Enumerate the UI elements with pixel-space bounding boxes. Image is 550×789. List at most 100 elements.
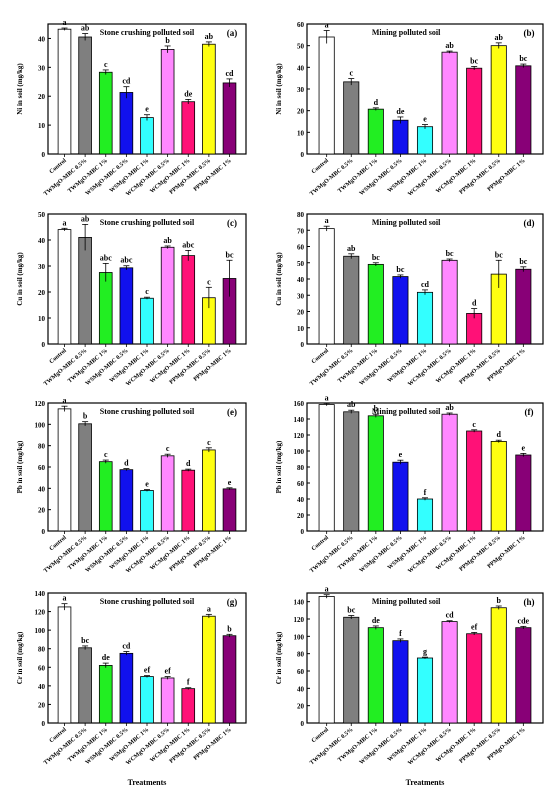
y-axis-label: Ni in soil (mg/kg) [275,63,283,115]
significance-letter: c [349,69,353,78]
chart-panel-c: 0 10 20 30 40 50 Stone crushing polluted soil (… [16,211,247,388]
significance-letter: d [186,459,191,468]
x-tick-label: WCMgO-MBC 0.5% [407,727,453,767]
y-tick-label: 60 [297,244,305,252]
significance-letter: d [124,459,129,468]
significance-letter: ab [347,400,356,409]
y-tick-label: 40 [38,35,46,43]
significance-letter: a [325,393,329,402]
bar [343,616,360,724]
x-tick-label: PPMgO-MBC 0.5% [459,727,502,765]
significance-letter: bc [519,54,527,63]
y-tick-label: 40 [38,485,46,493]
bar [119,469,134,532]
bar [57,408,72,532]
y-tick-label: 100 [35,627,46,635]
significance-letter: e [399,450,403,459]
bar [441,621,458,724]
bar [416,291,434,345]
significance-letter: ef [165,667,172,676]
y-tick-label: 120 [294,616,305,624]
significance-letter: d [374,98,379,107]
bar [490,607,507,724]
x-tick-label: WCMgO-MBC 0.5% [407,158,453,198]
significance-letter: ab [495,33,504,42]
significance-letter: a [63,18,67,27]
y-tick-label: 120 [35,400,46,408]
significance-letter: e [522,443,526,452]
significance-letter: ab [163,236,172,245]
significance-letter: bc [470,56,478,65]
panel-label: (f) [525,407,534,417]
x-tick-label: PPMgO-MBC 0.5% [459,348,502,386]
bar [181,688,196,724]
bar [57,606,72,724]
y-tick-label: 160 [294,400,305,408]
y-tick-label: 120 [294,432,305,440]
y-tick-label: 50 [297,43,305,51]
significance-letter: e [145,480,149,489]
bar [181,255,196,345]
y-tick-label: 0 [42,151,46,159]
bar [202,43,216,155]
y-tick-label: 40 [38,237,46,245]
chart-panel-a: 0 10 20 30 40 Stone crushing polluted soil (a)… [16,18,247,198]
x-tick-label: WCMgO-MBC 0.5% [407,348,453,388]
significance-letter: g [423,647,427,656]
x-tick-label: Control [311,348,330,366]
significance-letter: f [399,629,402,638]
y-tick-label: 80 [38,443,46,451]
y-tick-label: 60 [297,480,305,488]
significance-letter: c [104,450,108,459]
bar [318,596,335,724]
significance-letter: ab [347,244,356,253]
x-tick-label: Control [49,158,68,176]
significance-letter: de [372,616,380,625]
significance-letter: a [325,585,329,594]
significance-letter: f [187,678,190,687]
bar [119,267,134,345]
significance-letter: c [207,277,211,286]
x-tick-label: PPMgO-MBC 0.5% [459,535,502,573]
bar [318,228,335,345]
significance-letter: abc [100,253,112,262]
y-tick-label: 0 [301,528,305,536]
significance-letter: b [374,404,379,413]
y-tick-label: 80 [297,651,305,659]
bar [140,490,154,532]
significance-letter: bc [347,606,355,615]
y-tick-label: 40 [297,685,305,693]
chart-title: Mining polluted soil [372,28,441,37]
y-axis-label: Ni in soil (mg/kg) [16,63,24,115]
y-tick-label: 40 [297,64,305,72]
y-tick-label: 100 [294,633,305,641]
y-tick-label: 20 [297,512,305,520]
bar [318,404,335,532]
significance-letter: ab [205,32,214,41]
chart-title: Stone crushing polluted soil [100,28,195,37]
x-tick-label: TWMgO-MBC 0.5% [309,727,354,767]
y-tick-label: 40 [297,496,305,504]
y-tick-label: 100 [35,421,46,429]
y-axis-label: Cr in soil (mg/kg) [275,631,283,684]
y-tick-label: 0 [42,720,46,728]
bar [367,415,384,532]
y-tick-label: 10 [297,129,305,137]
x-axis-label: Treatments [406,778,445,787]
significance-letter: de [184,89,192,98]
significance-letter: b [83,412,88,421]
y-tick-label: 20 [38,507,46,515]
y-tick-label: 40 [297,276,305,284]
bar [441,51,458,155]
y-tick-label: 20 [297,309,305,317]
bar [343,81,360,155]
significance-letter: a [325,21,329,30]
panel-label: (b) [524,28,535,38]
y-tick-label: 50 [297,260,305,268]
chart-title: Mining polluted soil [372,218,441,227]
y-tick-label: 10 [38,315,46,323]
x-tick-label: Control [49,535,68,553]
significance-letter: bc [446,249,454,258]
y-tick-label: 0 [42,341,46,349]
